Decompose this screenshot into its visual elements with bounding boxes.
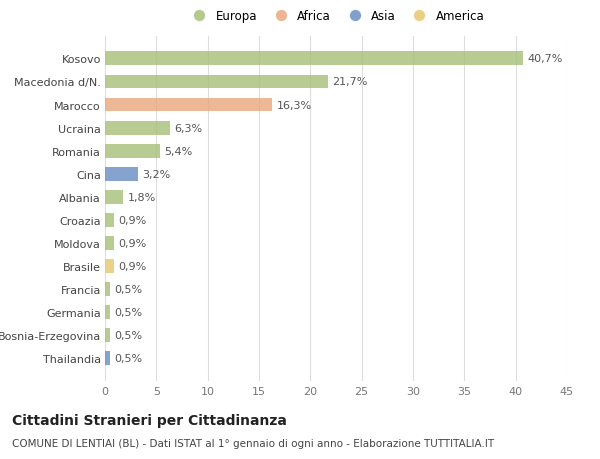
Text: COMUNE DI LENTIAI (BL) - Dati ISTAT al 1° gennaio di ogni anno - Elaborazione TU: COMUNE DI LENTIAI (BL) - Dati ISTAT al 1… (12, 438, 494, 448)
Bar (105, 259, 114, 273)
Bar (105, 121, 170, 135)
Text: 5,4%: 5,4% (164, 146, 193, 157)
Text: 0,5%: 0,5% (114, 308, 142, 317)
Legend: Europa, Africa, Asia, America: Europa, Africa, Asia, America (182, 5, 490, 28)
Bar (105, 52, 523, 66)
Text: 1,8%: 1,8% (128, 192, 156, 202)
Bar (105, 168, 138, 181)
Text: 16,3%: 16,3% (277, 101, 311, 110)
Bar (105, 190, 124, 204)
Bar (105, 145, 160, 158)
Text: 21,7%: 21,7% (332, 77, 367, 87)
Bar (105, 329, 110, 342)
Text: 0,9%: 0,9% (118, 238, 146, 248)
Text: 0,5%: 0,5% (114, 330, 142, 341)
Bar (105, 282, 110, 297)
Text: 0,5%: 0,5% (114, 285, 142, 294)
Bar (105, 236, 114, 250)
Text: 40,7%: 40,7% (527, 54, 562, 64)
Text: 6,3%: 6,3% (174, 123, 202, 133)
Text: 3,2%: 3,2% (142, 169, 170, 179)
Text: 0,9%: 0,9% (118, 261, 146, 271)
Bar (105, 213, 114, 227)
Bar (105, 306, 110, 319)
Text: 0,5%: 0,5% (114, 353, 142, 364)
Bar (105, 75, 328, 89)
Bar (105, 98, 272, 112)
Text: 0,9%: 0,9% (118, 215, 146, 225)
Bar (105, 352, 110, 365)
Text: Cittadini Stranieri per Cittadinanza: Cittadini Stranieri per Cittadinanza (12, 413, 287, 427)
